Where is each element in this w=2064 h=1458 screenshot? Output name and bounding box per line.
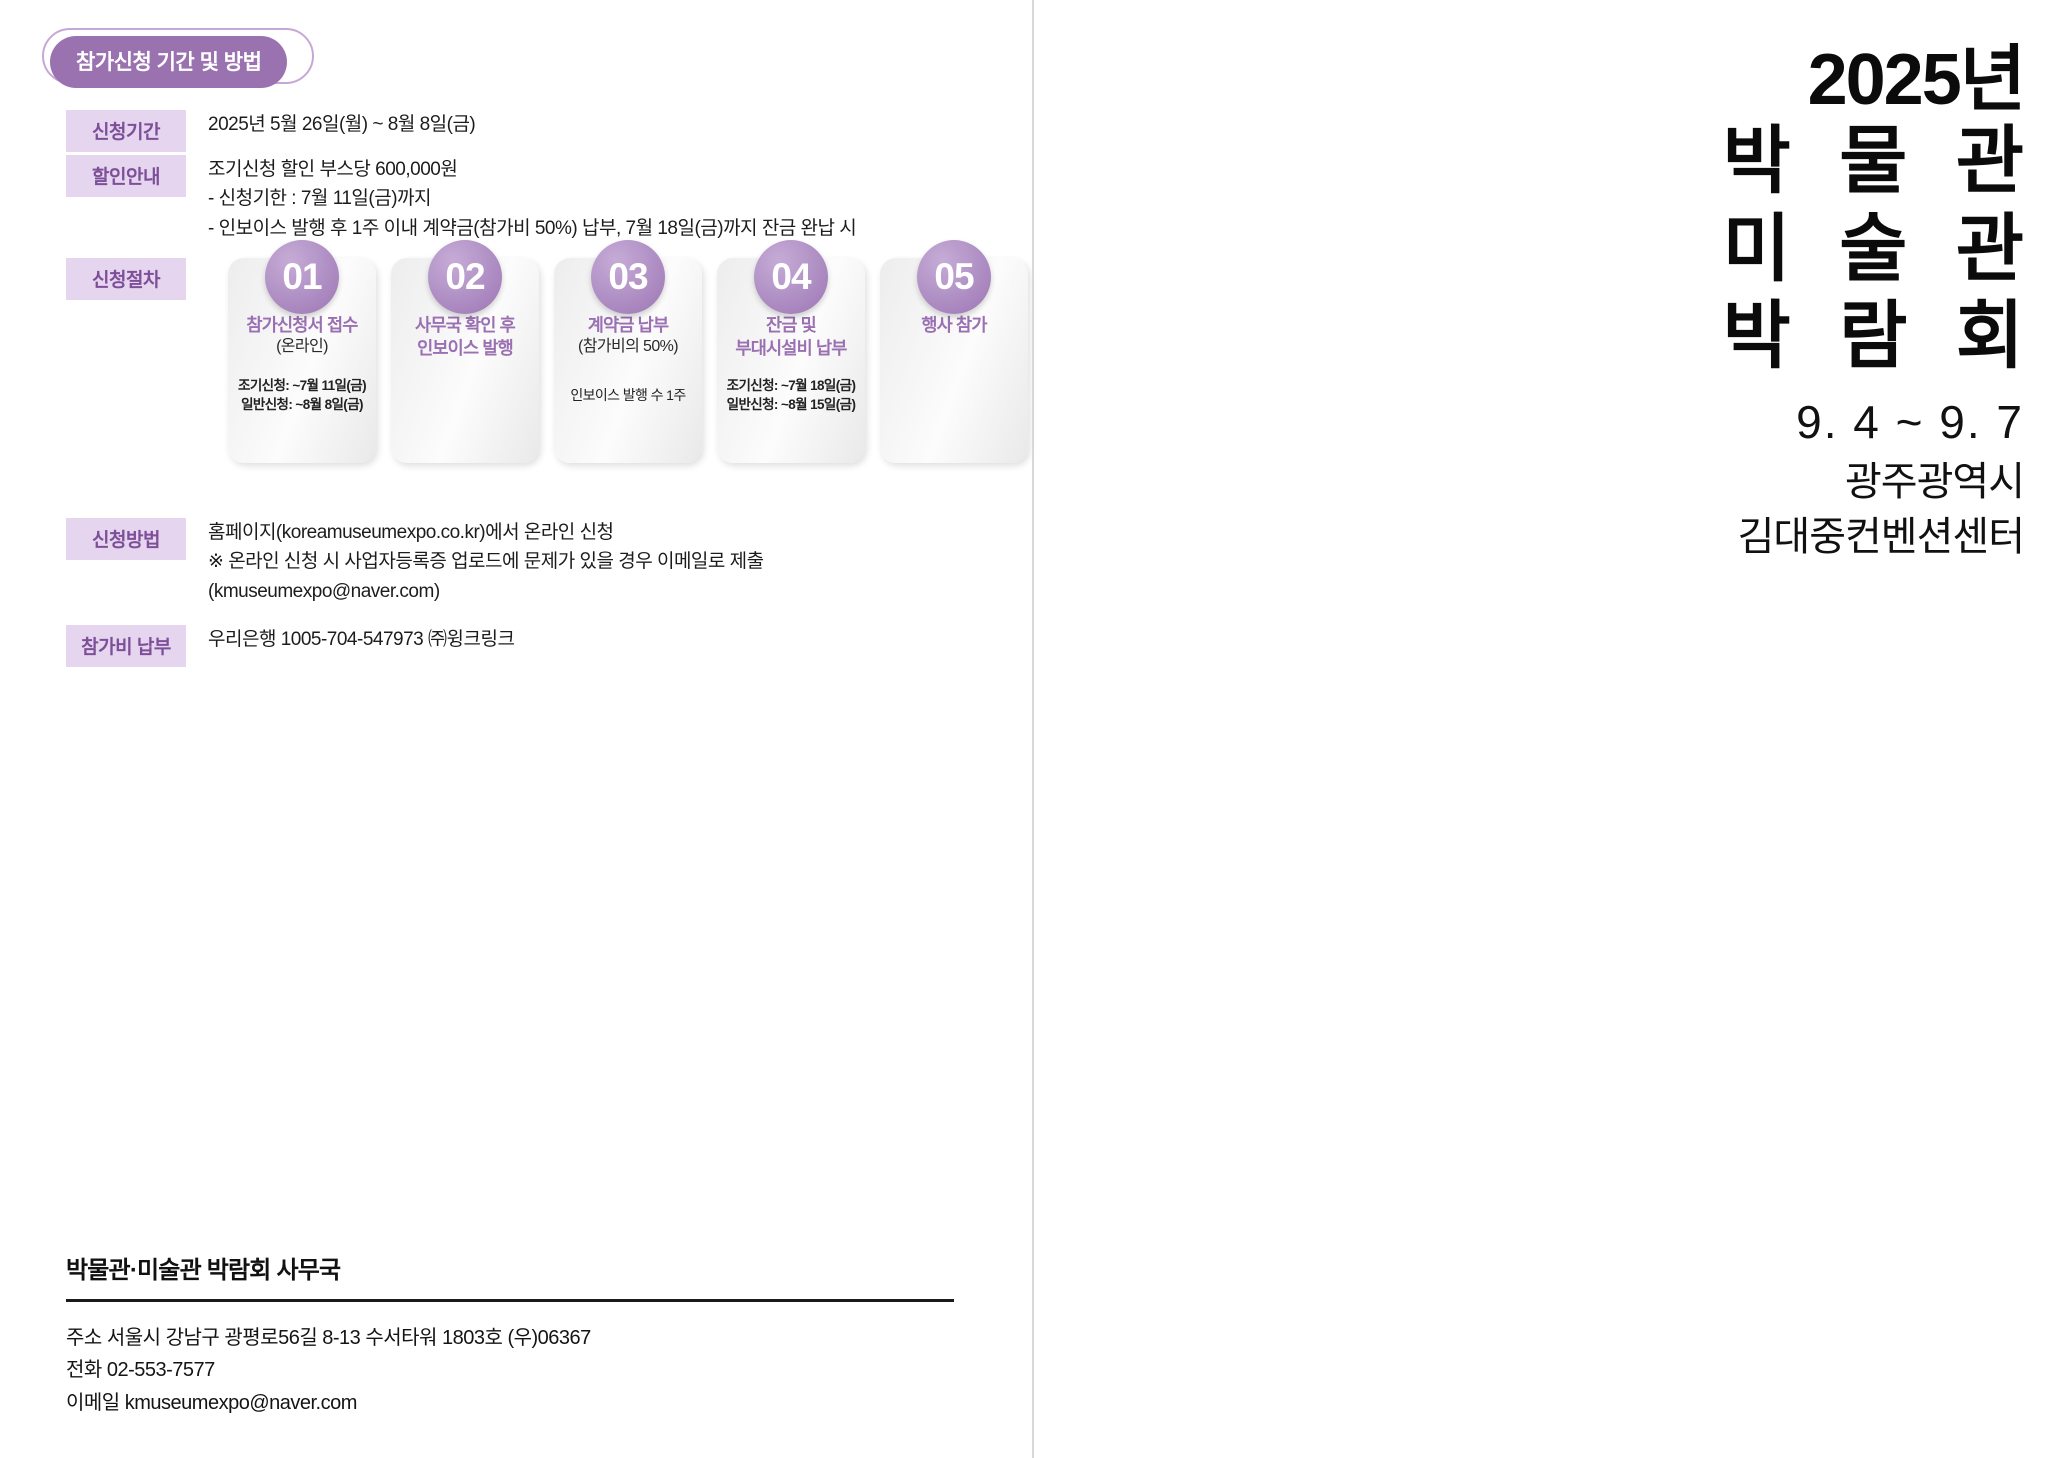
row-label-process: 신청절차 <box>66 258 186 300</box>
process-steps: 01 참가신청서 접수 (온라인) 조기신청: ~7월 11일(금) 일반신청:… <box>228 240 1028 463</box>
step-title: 행사 참가 <box>921 315 987 335</box>
step-number-badge: 03 <box>591 240 665 314</box>
step-title: 잔금 및 부대시설비 납부 <box>735 315 847 358</box>
step-note: 조기신청: ~7월 18일(금) 일반신청: ~8월 15일(금) <box>726 378 856 413</box>
row-body-payment: 우리은행 1005-704-547973 ㈜윙크링크 <box>208 629 515 650</box>
poster-title-line-1: 박 물 관 <box>1722 119 2038 203</box>
step-title: 사무국 확인 후 인보이스 발행 <box>415 315 516 358</box>
poster-title-line-3: 박 람 회 <box>1722 294 2038 378</box>
footer-office-name: 박물관·미술관 박람회 사무국 <box>66 1257 341 1284</box>
row-label-discount: 할인안내 <box>66 155 186 197</box>
poster-title-block: 2025년 박 물 관 미 술 관 박 람 회 <box>1723 40 2026 379</box>
step-number-badge: 05 <box>917 240 991 314</box>
step-subtitle: (참가비의 50%) <box>577 337 679 355</box>
row-label-payment: 참가비 납부 <box>66 625 186 667</box>
row-application-period: 신청기간 2025년 5월 26일(월) ~ 8월 8일(금) <box>66 110 476 152</box>
step-note: 조기신청: ~7월 11일(금) 일반신청: ~8월 8일(금) <box>238 378 367 413</box>
left-page: 참가신청 기간 및 방법 신청기간 2025년 5월 26일(월) ~ 8월 8… <box>42 28 1028 1419</box>
row-discount-info: 할인안내 조기신청 할인 부스당 600,000원 - 신청기한 : 7월 11… <box>66 155 857 243</box>
step-card: 01 참가신청서 접수 (온라인) 조기신청: ~7월 11일(금) 일반신청:… <box>228 240 376 463</box>
step-card: 05 행사 참가 <box>880 240 1028 463</box>
step-title: 계약금 납부 <box>587 315 669 335</box>
row-body-period: 2025년 5월 26일(월) ~ 8월 8일(금) <box>208 114 476 135</box>
step-card: 02 사무국 확인 후 인보이스 발행 <box>391 240 539 463</box>
step-number-badge: 04 <box>754 240 828 314</box>
row-body-discount: 조기신청 할인 부스당 600,000원 - 신청기한 : 7월 11일(금)까… <box>208 159 857 239</box>
row-application-method: 신청방법 홈페이지(koreamuseumexpo.co.kr)에서 온라인 신… <box>66 518 764 606</box>
right-page: 2025년 박 물 관 미 술 관 박 람 회 9. 4 ~ 9. 7 광주광역… <box>1032 0 2064 1458</box>
row-fee-payment: 참가비 납부 우리은행 1005-704-547973 ㈜윙크링크 <box>66 625 515 667</box>
poster-year: 2025년 <box>1807 40 2026 120</box>
poster-venue: 광주광역시 김대중컨벤션센터 <box>1737 460 2025 560</box>
step-card: 03 계약금 납부 (참가비의 50%) 인보이스 발행 수 1주 <box>554 240 702 463</box>
step-number-badge: 02 <box>428 240 502 314</box>
row-application-process: 신청절차 <box>66 258 186 300</box>
poster-dates: 9. 4 ~ 9. 7 <box>1796 396 2024 448</box>
step-number-badge: 01 <box>265 240 339 314</box>
footer-divider <box>66 1299 954 1302</box>
row-label-period: 신청기간 <box>66 110 186 152</box>
step-note: 인보이스 발행 수 1주 <box>570 387 686 403</box>
poster-title-line-2: 미 술 관 <box>1722 206 2038 290</box>
row-body-method: 홈페이지(koreamuseumexpo.co.kr)에서 온라인 신청 ※ 온… <box>208 522 764 602</box>
row-label-method: 신청방법 <box>66 518 186 560</box>
step-card: 04 잔금 및 부대시설비 납부 조기신청: ~7월 18일(금) 일반신청: … <box>717 240 865 463</box>
step-subtitle: (온라인) <box>276 337 328 355</box>
footer-contact: 박물관·미술관 박람회 사무국 주소 서울시 강남구 광평로56길 8-13 수… <box>66 1250 966 1419</box>
section-badge: 참가신청 기간 및 방법 <box>50 36 288 88</box>
step-title: 참가신청서 접수 <box>246 315 358 335</box>
footer-contact-lines: 주소 서울시 강남구 광평로56길 8-13 수서타워 1803호 (우)063… <box>66 1327 591 1414</box>
page-fold-divider <box>1032 0 1034 1458</box>
